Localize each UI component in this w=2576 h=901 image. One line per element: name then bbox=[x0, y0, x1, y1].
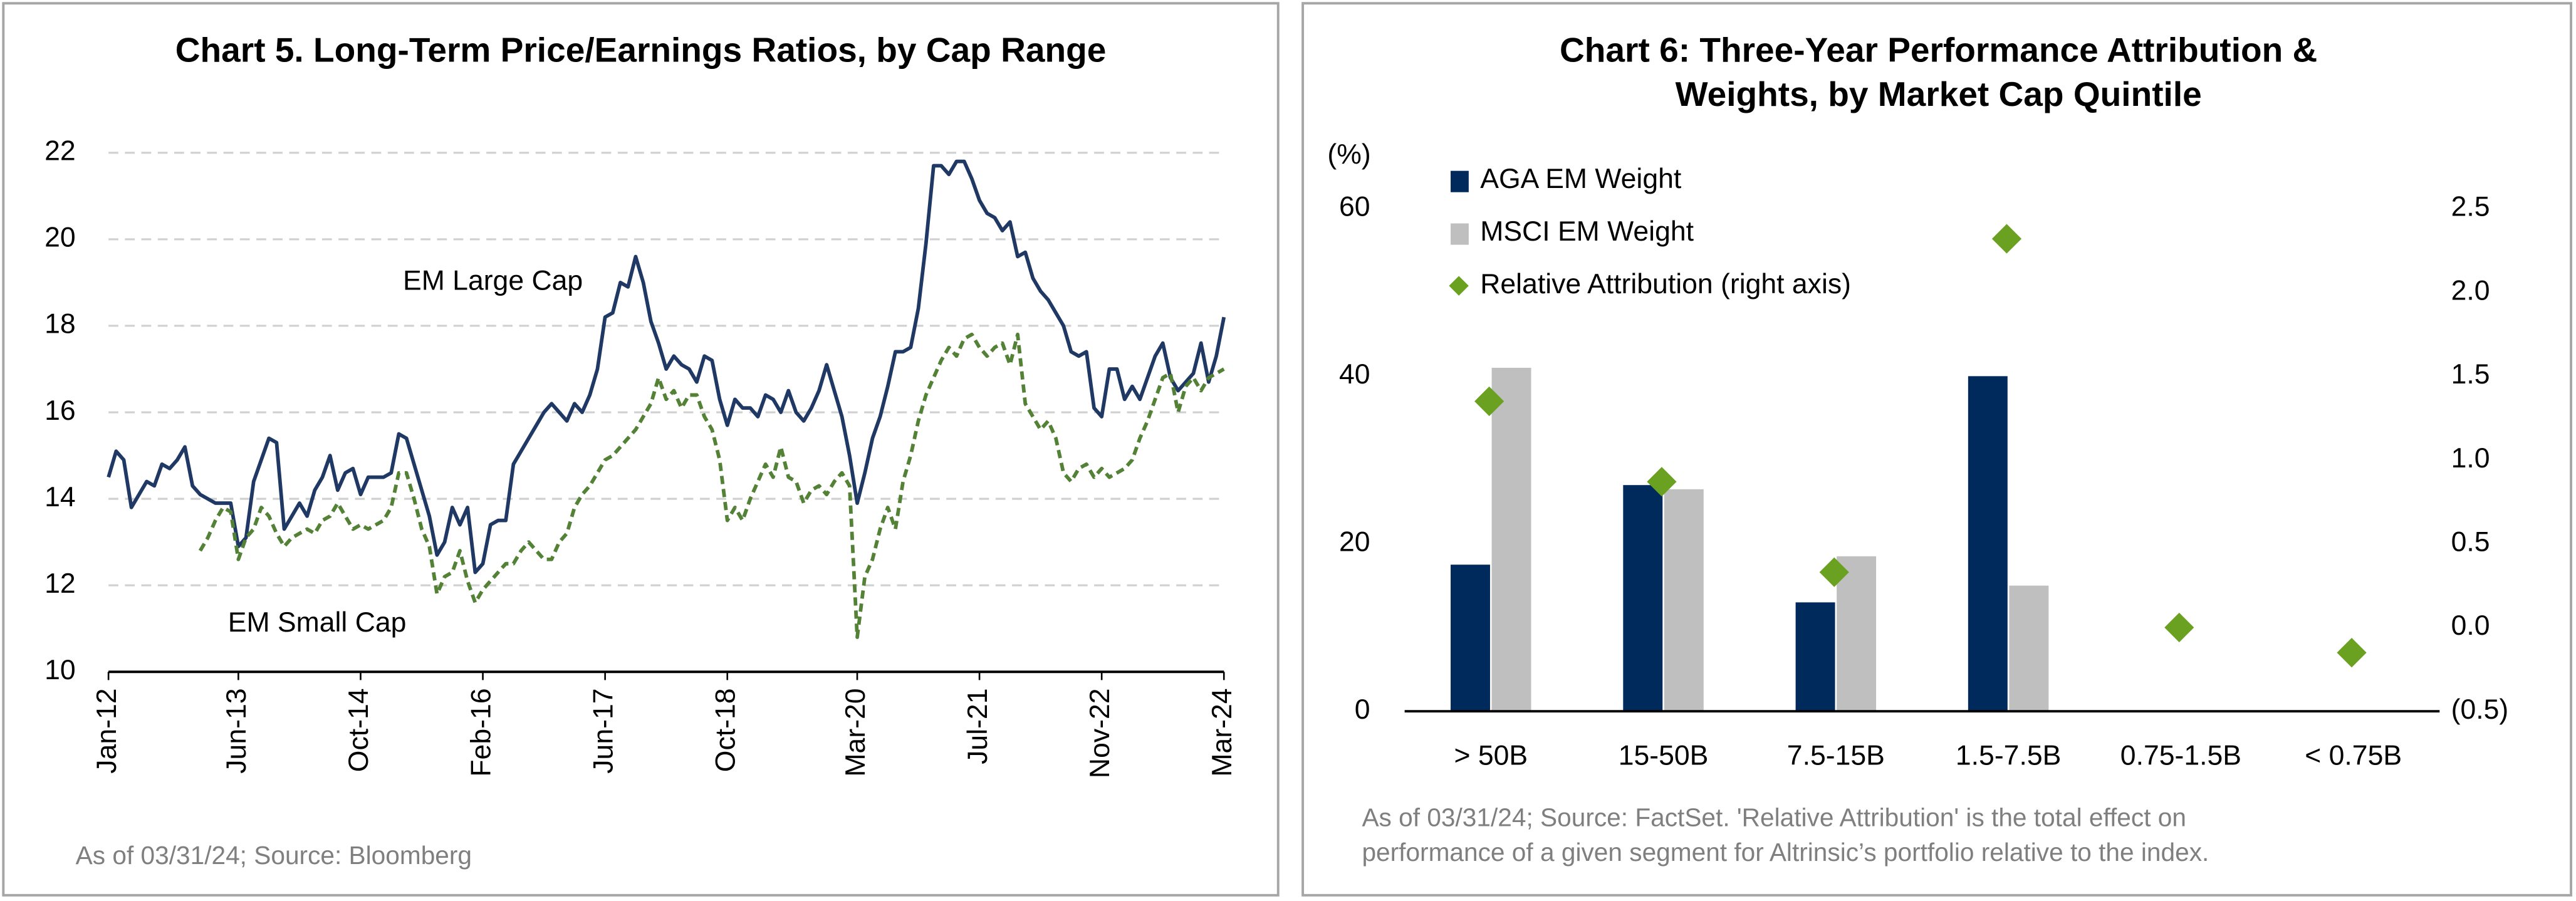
y2-tick-label: 2.5 bbox=[2451, 192, 2490, 222]
bar bbox=[1491, 367, 1531, 712]
legend-marker bbox=[1449, 276, 1469, 296]
x-tick-label: 15-50B bbox=[1619, 740, 1709, 771]
diamond-marker bbox=[2337, 638, 2367, 668]
diamond-marker bbox=[1991, 224, 2022, 254]
x-tick-label: > 50B bbox=[1454, 740, 1528, 771]
x-tick-label: Oct-18 bbox=[710, 688, 741, 772]
y-tick-label: 20 bbox=[44, 222, 76, 253]
diamond-marker bbox=[1819, 557, 1849, 587]
source-note: As of 03/31/24; Source: FactSet. 'Relati… bbox=[1362, 803, 2186, 832]
bar bbox=[1664, 489, 1704, 712]
y2-tick-label: 1.0 bbox=[2451, 443, 2490, 474]
legend-marker bbox=[1451, 223, 1469, 245]
y2-tick-label: 2.0 bbox=[2451, 275, 2490, 306]
y-tick-label: 10 bbox=[44, 655, 76, 685]
chart-title: Chart 6: Three-Year Performance Attribut… bbox=[1560, 30, 2317, 69]
line-series bbox=[198, 332, 1225, 639]
y-tick-label: 40 bbox=[1339, 359, 1370, 390]
x-tick-label: Mar-20 bbox=[840, 688, 871, 776]
y2-tick-label: 0.0 bbox=[2451, 610, 2490, 641]
x-tick-label: Feb-16 bbox=[466, 688, 496, 776]
legend-label: MSCI EM Weight bbox=[1480, 216, 1694, 247]
bar bbox=[1837, 556, 1877, 712]
series-label: EM Large Cap bbox=[403, 266, 583, 296]
x-tick-label: 0.75-1.5B bbox=[2120, 740, 2241, 771]
x-tick-label: < 0.75B bbox=[2305, 740, 2402, 771]
panel-border bbox=[1301, 2, 2573, 897]
y-tick-label: 20 bbox=[1339, 527, 1370, 558]
source-note: performance of a given segment for Altri… bbox=[1362, 838, 2209, 867]
y-tick-label: 12 bbox=[44, 568, 76, 599]
bar bbox=[2009, 585, 2049, 712]
diamond-marker bbox=[1474, 386, 1504, 417]
diamond-marker bbox=[1647, 467, 1677, 497]
legend-label: AGA EM Weight bbox=[1480, 164, 1682, 194]
bar bbox=[1623, 485, 1663, 712]
bar bbox=[1968, 376, 2008, 712]
series-label: EM Small Cap bbox=[228, 607, 407, 638]
chart-title: Chart 5. Long-Term Price/Earnings Ratios… bbox=[175, 30, 1107, 69]
x-tick-label: Oct-14 bbox=[343, 688, 374, 772]
chart-title: Weights, by Market Cap Quintile bbox=[1676, 75, 2202, 113]
source-note: As of 03/31/24; Source: Bloomberg bbox=[76, 841, 472, 870]
legend-marker bbox=[1451, 170, 1469, 192]
bar bbox=[1451, 565, 1490, 712]
y2-tick-label: 0.5 bbox=[2451, 527, 2490, 558]
x-tick-label: 1.5-7.5B bbox=[1956, 740, 2061, 771]
x-tick-label: Jan-12 bbox=[91, 688, 122, 773]
y-tick-label: 16 bbox=[44, 395, 76, 426]
diamond-marker bbox=[2164, 612, 2194, 643]
y-axis-label: (%) bbox=[1327, 139, 1370, 170]
y-tick-label: 14 bbox=[44, 482, 76, 513]
x-tick-label: Jun-17 bbox=[588, 688, 618, 773]
panel-border bbox=[2, 2, 1280, 897]
x-tick-label: Jul-21 bbox=[962, 688, 993, 764]
y-tick-label: 22 bbox=[44, 136, 76, 167]
bar bbox=[1795, 602, 1835, 712]
y-tick-label: 60 bbox=[1339, 192, 1370, 222]
x-tick-label: Nov-22 bbox=[1085, 688, 1115, 778]
x-tick-label: 7.5-15B bbox=[1787, 740, 1885, 771]
y2-tick-label: 1.5 bbox=[2451, 359, 2490, 390]
y2-tick-label: (0.5) bbox=[2451, 694, 2509, 725]
line-series bbox=[107, 159, 1226, 575]
legend-label: Relative Attribution (right axis) bbox=[1480, 269, 1851, 299]
y-tick-label: 0 bbox=[1355, 694, 1370, 725]
x-tick-label: Jun-13 bbox=[221, 688, 252, 773]
x-tick-label: Mar-24 bbox=[1207, 688, 1238, 776]
y-tick-label: 18 bbox=[44, 309, 76, 340]
